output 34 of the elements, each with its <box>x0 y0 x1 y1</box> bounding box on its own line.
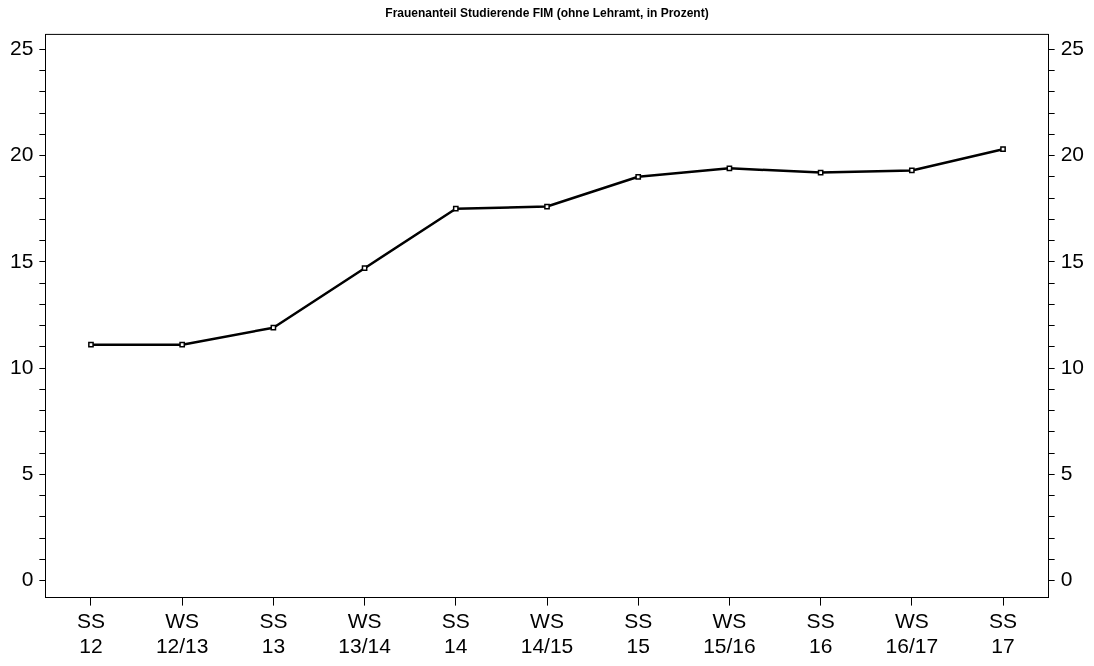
point <box>726 165 733 172</box>
point <box>1000 146 1006 153</box>
point <box>635 173 642 180</box>
x-tick-label: SS 13 <box>259 609 288 658</box>
x-tick-label: WS 15/16 <box>703 609 756 658</box>
x-tick-label: SS 17 <box>989 609 1018 658</box>
y-tick-label: 5 <box>21 461 34 485</box>
chart-title: Frauenanteil Studierende FIM (ohne Lehramt, in Prozent) <box>385 5 709 20</box>
x-tick-label: WS 16/17 <box>885 609 939 658</box>
y2-tick-label: 0 <box>1060 567 1073 591</box>
point <box>908 167 915 174</box>
y-tick-label: 15 <box>10 248 34 272</box>
x-tick-label: SS 14 <box>441 609 470 658</box>
y2-tick-label: 5 <box>1060 461 1073 485</box>
y-tick-label: 10 <box>10 354 34 378</box>
point <box>544 203 550 210</box>
x-tick-label: SS 16 <box>806 609 835 658</box>
y2-tick-label: 25 <box>1060 36 1084 60</box>
point <box>179 341 186 348</box>
x-tick-label: SS 15 <box>624 609 653 658</box>
x-tick-label: WS 13/14 <box>338 609 392 658</box>
y-tick-label: 0 <box>21 567 34 591</box>
x-tick-label: WS 12/13 <box>155 609 209 658</box>
y2-tick-label: 10 <box>1060 354 1084 378</box>
y2-tick-label: 15 <box>1060 248 1084 272</box>
y-tick-label: 20 <box>10 142 34 166</box>
point <box>452 205 459 212</box>
x-tick-label: WS 14/15 <box>520 609 574 658</box>
point <box>270 324 277 331</box>
point <box>361 265 368 272</box>
point <box>88 341 94 348</box>
x-tick-label: SS 12 <box>76 609 105 658</box>
y-tick-label: 25 <box>10 36 34 60</box>
y2-tick-label: 20 <box>1060 142 1084 166</box>
